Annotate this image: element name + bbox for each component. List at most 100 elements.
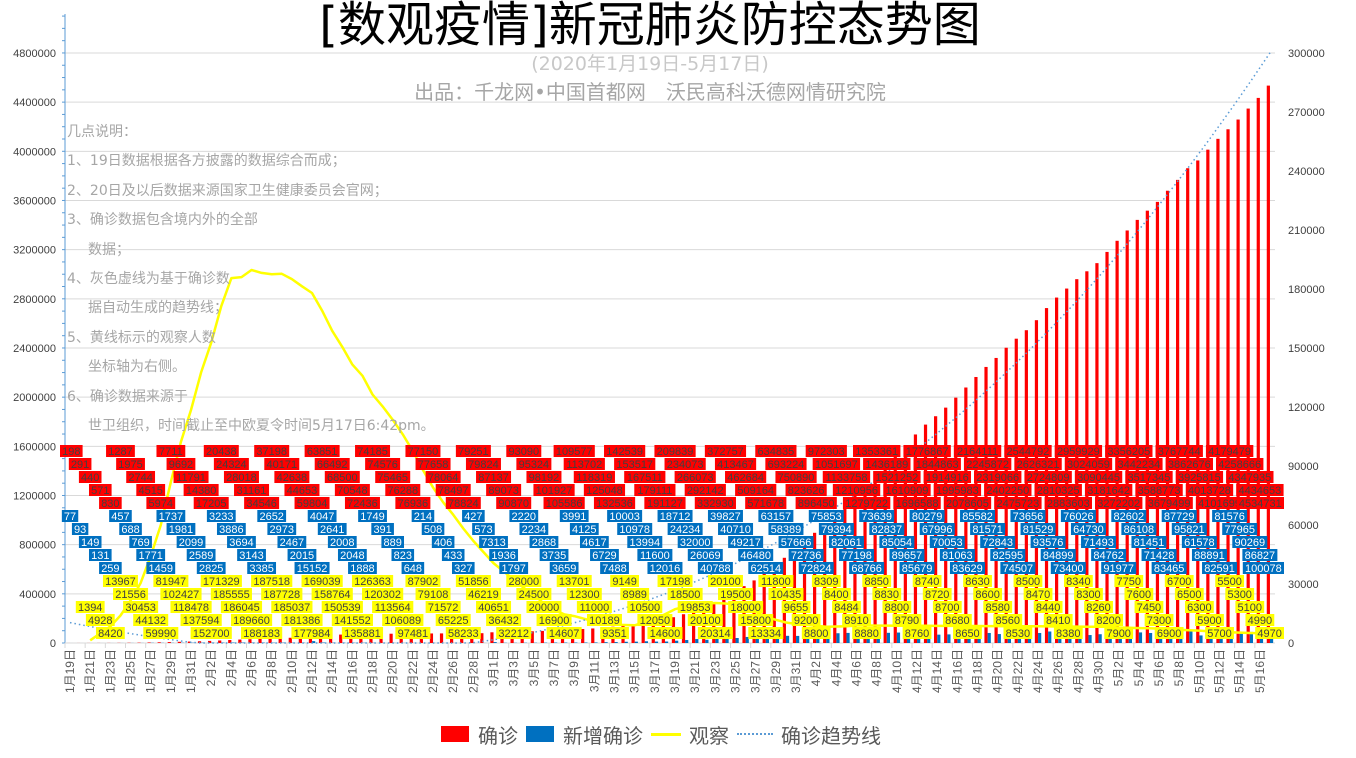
new-confirmed-data-label-box — [1171, 523, 1207, 535]
observation-data-label-text: 8300 — [1076, 589, 1100, 601]
confirmed-data-label-text: 63851 — [307, 446, 338, 458]
observation-data-label: 20314 — [697, 627, 733, 640]
confirmed-data-label-text: 11791 — [176, 472, 206, 484]
observation-data-label-box — [852, 627, 882, 639]
new-confirmed-data-label-box — [119, 523, 142, 535]
observation-data-label-text: 13334 — [750, 628, 781, 640]
new-confirmed-data-label: 3694 — [227, 536, 256, 549]
confirmed-data-label-text: 24324 — [216, 459, 247, 471]
observation-data-label: 12300 — [566, 588, 602, 601]
confirmed-data-label-text: 31161 — [237, 485, 267, 497]
new-confirmed-data-label-text: 3143 — [239, 550, 263, 562]
observation-data-label-text: 12300 — [569, 589, 600, 601]
observation-data-label: 1394 — [75, 601, 105, 614]
new-confirmed-data-label: 2652 — [257, 510, 287, 523]
x-tick-label: 3月29日 — [769, 649, 783, 693]
new-confirmed-data-label-box — [1020, 523, 1056, 535]
observation-data-label-box — [351, 575, 394, 587]
confirmed-data-label: 2544792 — [1004, 445, 1052, 458]
y-left-tick-label: 2400000 — [13, 343, 56, 355]
new-confirmed-data-label-box — [1242, 562, 1284, 574]
confirmed-data-label-text: 2626321 — [1017, 459, 1060, 471]
confirmed-data-label-box — [745, 497, 787, 509]
new-confirmed-data-label-box — [1091, 549, 1127, 561]
new-confirmed-data-label-box — [109, 510, 132, 522]
confirmed-data-label-text: 1975 — [118, 459, 142, 471]
confirmed-data-label-box — [1024, 471, 1072, 483]
observation-data-label-box — [942, 614, 972, 626]
observation-data-label-text: 5500 — [1217, 576, 1241, 588]
confirmed-data-label: 4434653 — [1236, 484, 1284, 497]
new-confirmed-data-label-text: 1981 — [169, 524, 193, 536]
new-confirmed-data-label: 81529 — [1020, 523, 1056, 536]
x-tick-label: 1月27日 — [144, 649, 158, 693]
observation-data-label-text: 8530 — [1006, 628, 1030, 640]
observation-data-label: 36432 — [486, 614, 522, 627]
new-confirmed-data-label-box — [1010, 510, 1046, 522]
observation-data-label-box — [882, 601, 912, 613]
new-confirmed-data-label: 93 — [71, 523, 89, 536]
confirmed-data-label-text: 4434653 — [1238, 485, 1281, 497]
confirmed-bar — [1256, 97, 1260, 644]
observation-data-label-text: 8380 — [1056, 628, 1080, 640]
confirmed-data-label-text: 1133758 — [825, 472, 867, 484]
legend-item-new-confirmed[interactable]: 新增确诊 — [526, 720, 643, 749]
observation-data-label-box — [1144, 614, 1174, 626]
new-confirmed-data-label: 79394 — [818, 523, 854, 536]
observation-data-label: 8600 — [973, 588, 1003, 601]
new-confirmed-bar — [644, 641, 648, 643]
new-confirmed-bar — [675, 640, 679, 643]
confirmed-data-label-box — [116, 458, 145, 470]
confirmed-data-label: 89073 — [486, 484, 522, 497]
confirmed-bar — [591, 628, 595, 643]
confirmed-data-label: 2475723 — [994, 497, 1042, 510]
legend-item-confirmed[interactable]: 确诊 — [441, 720, 518, 749]
legend-item-trendline[interactable]: 确诊趋势线 — [737, 720, 881, 749]
confirmed-data-label: 76288 — [385, 484, 421, 497]
new-confirmed-data-label-text: 49217 — [730, 537, 761, 549]
observation-data-label-text: 97481 — [398, 628, 429, 640]
x-tick-label: 5月2日 — [1112, 649, 1126, 686]
x-tick-label: 2月4日 — [224, 649, 238, 686]
new-confirmed-data-label-text: 13994 — [629, 537, 660, 549]
new-confirmed-data-label: 2099 — [176, 536, 206, 549]
confirmed-data-label-box — [573, 471, 615, 483]
new-confirmed-data-label-text: 71493 — [1083, 537, 1114, 549]
notes-heading: 几点说明： — [67, 124, 137, 140]
confirmed-data-label-box — [1044, 497, 1092, 509]
new-confirmed-data-label-text: 2868 — [532, 537, 556, 549]
observation-data-label: 5900 — [1195, 614, 1224, 627]
confirmed-data-label-text: 266073 — [677, 472, 714, 484]
observation-data-label-text: 4970 — [1257, 628, 1281, 640]
observation-data-label-box — [1245, 614, 1275, 626]
confirmed-data-label-text: 1210956 — [835, 485, 878, 497]
new-confirmed-data-label-text: 1936 — [491, 550, 515, 562]
observation-data-label-text: 8600 — [975, 589, 999, 601]
observation-data-label-text: 81947 — [156, 576, 187, 588]
confirmed-data-label: 3588773 — [1135, 484, 1183, 497]
x-tick-label: 2月28日 — [466, 649, 480, 693]
confirmed-data-label-text: 3517345 — [1128, 472, 1171, 484]
observation-data-label-box — [210, 588, 252, 600]
confirmed-data-label-box — [60, 445, 83, 457]
new-confirmed-data-label-text: 1771 — [138, 550, 162, 562]
new-confirmed-data-label-text: 214 — [414, 511, 432, 523]
observation-data-label-box — [230, 614, 273, 626]
observation-data-label: 81947 — [153, 575, 189, 588]
legend-item-observation[interactable]: 观察 — [651, 720, 729, 749]
confirmed-data-label-box — [344, 497, 380, 509]
new-confirmed-data-label-text: 3659 — [552, 563, 576, 575]
observation-data-label: 21556 — [113, 588, 149, 601]
confirmed-data-label-box — [375, 471, 411, 483]
confirmed-data-label-text: 78064 — [428, 472, 459, 484]
confirmed-data-label-text: 44653 — [287, 485, 318, 497]
observation-data-label-box — [382, 614, 424, 626]
observation-data-label-box — [465, 588, 501, 600]
confirmed-bar — [1085, 271, 1089, 643]
new-confirmed-bar — [987, 632, 991, 643]
confirmed-data-label: 75465 — [375, 471, 411, 484]
observation-data-label: 102427 — [160, 588, 202, 601]
new-confirmed-data-label-box — [1000, 562, 1036, 574]
confirmed-data-label-text: 830 — [101, 498, 119, 510]
confirmed-data-label: 209839 — [654, 445, 696, 458]
